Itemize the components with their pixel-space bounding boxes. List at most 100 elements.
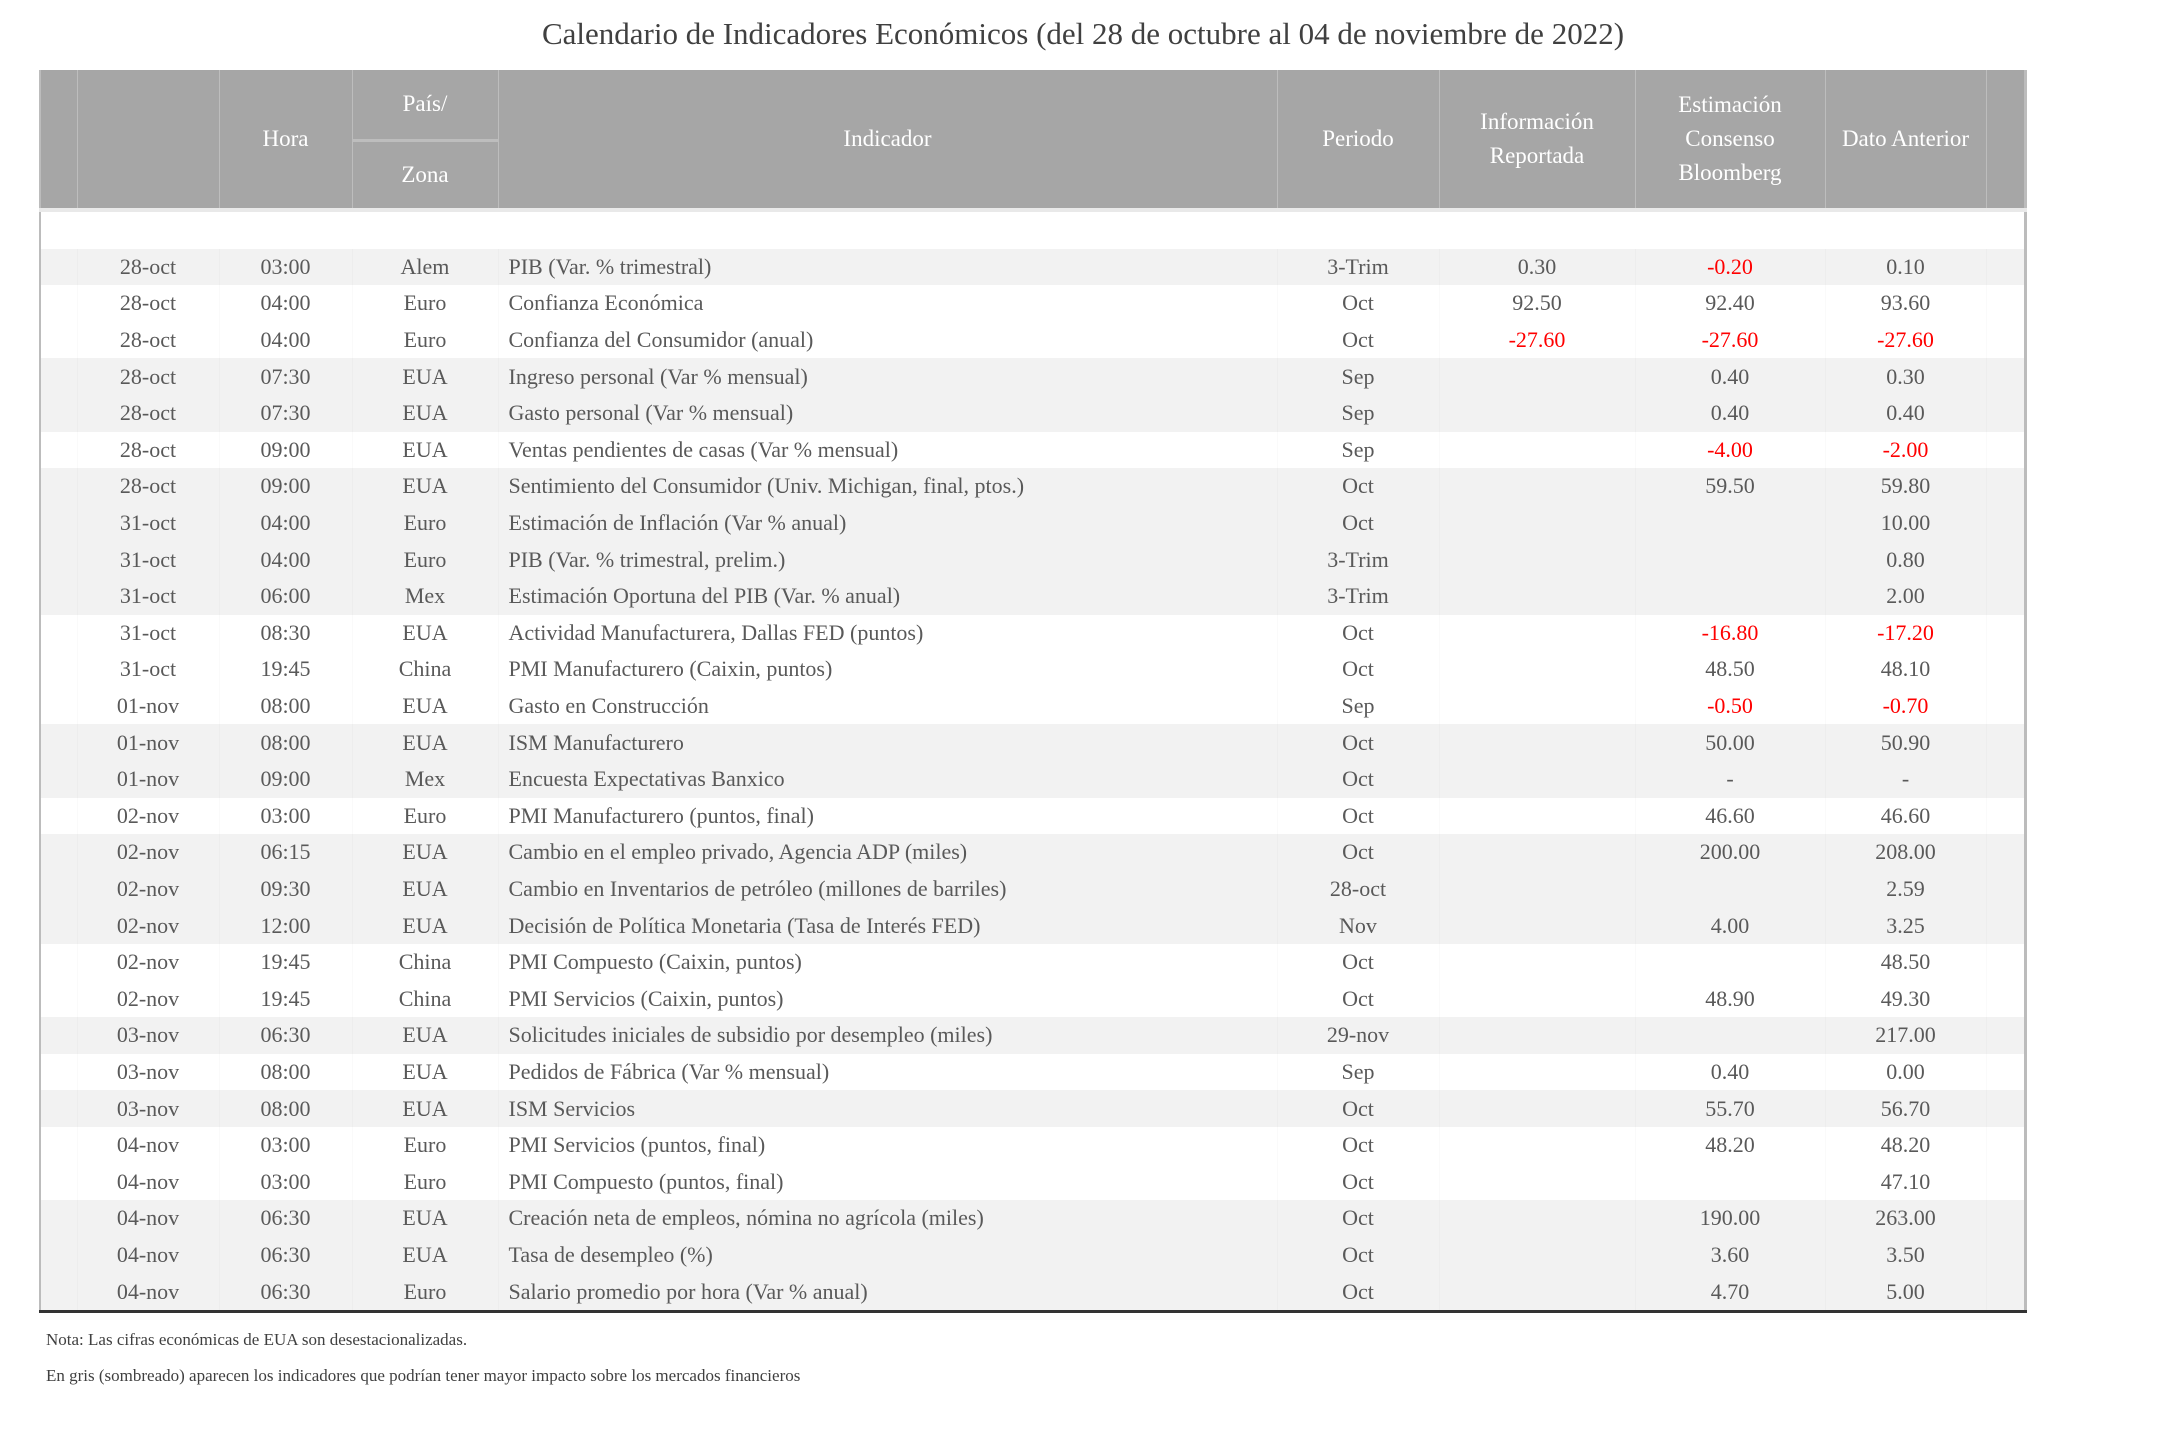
cell-anterior: 93.60 [1825, 285, 1986, 322]
cell-estimacion: 48.90 [1635, 980, 1825, 1018]
cell-spacer [40, 431, 77, 469]
table-row: 02-nov 19:45 China PMI Servicios (Caixin, p… [40, 980, 2025, 1018]
cell-spacer [40, 1053, 77, 1091]
cell-estimacion: 0.40 [1635, 394, 1825, 432]
cell-fecha: 04-nov [77, 1126, 219, 1164]
cell-spacer [40, 687, 77, 725]
cell-spacer [40, 394, 77, 432]
cell-periodo: 28-oct [1277, 870, 1439, 908]
table-row: 02-nov 19:45 China PMI Compuesto (Caixin, p… [40, 943, 2025, 981]
cell-spacer [40, 248, 77, 286]
header-fecha [76, 70, 219, 210]
header-line: Información [1480, 109, 1594, 134]
cell-reportada [1439, 797, 1635, 835]
cell-fecha: 04-nov [77, 1200, 219, 1237]
cell-indicador: Estimación Oportuna del PIB (Var. % anua… [498, 577, 1277, 615]
cell-spacer [40, 1200, 77, 1237]
cell-spacer [40, 1273, 77, 1312]
cell-estimacion [1635, 1163, 1825, 1201]
cell-spacer [40, 614, 77, 652]
table-row: 03-nov 08:00 EUA Pedidos de Fábrica (Var % … [40, 1053, 2025, 1091]
cell-fecha: 28-oct [77, 285, 219, 322]
cell-hora: 06:15 [219, 834, 352, 871]
cell-estimacion: -16.80 [1635, 614, 1825, 652]
cell-fecha: 02-nov [77, 980, 219, 1018]
cell-anterior: 263.00 [1825, 1200, 1986, 1237]
table-row: 02-nov 12:00 EUA Decisión de Política Monet… [40, 907, 2025, 944]
cell-hora: 08:00 [219, 1090, 352, 1127]
cell-reportada [1439, 577, 1635, 615]
table-row: 02-nov 03:00 Euro PMI Manufacturero (puntos… [40, 797, 2025, 835]
cell-spacer [40, 1090, 77, 1127]
cell-periodo: Oct [1277, 1200, 1439, 1237]
table-row: 02-nov 06:15 EUA Cambio en el empleo privad… [40, 834, 2025, 871]
cell-anterior: 0.40 [1825, 394, 1986, 432]
cell-indicador: Gasto en Construcción [498, 687, 1277, 725]
cell-indicador: Confianza del Consumidor (anual) [498, 321, 1277, 359]
table-row: 28-oct 04:00 Euro Confianza del Consumidor … [40, 321, 2025, 359]
table-row: 04-nov 06:30 EUA Tasa de desempleo (%) Oct 3.… [40, 1236, 2025, 1274]
cell-spacer [1986, 687, 2025, 725]
cell-indicador: Salario promedio por hora (Var % anual) [498, 1273, 1277, 1312]
cell-fecha: 28-oct [77, 248, 219, 286]
cell-zona: EUA [352, 614, 498, 652]
table-row: 28-oct 04:00 Euro Confianza Económica Oct 92.… [40, 285, 2025, 322]
cell-indicador: Pedidos de Fábrica (Var % mensual) [498, 1053, 1277, 1091]
cell-reportada [1439, 358, 1635, 395]
cell-reportada [1439, 431, 1635, 469]
cell-hora: 06:00 [219, 577, 352, 615]
cell-estimacion: -0.20 [1635, 248, 1825, 286]
cell-fecha: 31-oct [77, 577, 219, 615]
cell-spacer [40, 1126, 77, 1164]
table-row: 28-oct 03:00 Alem PIB (Var. % trimestral) 3-… [40, 248, 2025, 286]
cell-reportada [1439, 614, 1635, 652]
cell-spacer [40, 760, 77, 798]
cell-anterior: 0.30 [1825, 358, 1986, 395]
cell-estimacion: 4.70 [1635, 1273, 1825, 1312]
cell-spacer [40, 468, 77, 505]
table-header: Hora País/ Indicador Periodo Información… [39, 70, 2025, 210]
cell-estimacion: 190.00 [1635, 1200, 1825, 1237]
cell-spacer [1986, 907, 2025, 944]
cell-spacer [1986, 285, 2025, 322]
cell-periodo: Oct [1277, 614, 1439, 652]
cell-zona: Euro [352, 1126, 498, 1164]
cell-reportada: 0.30 [1439, 248, 1635, 286]
cell-zona: EUA [352, 870, 498, 908]
cell-fecha: 28-oct [77, 468, 219, 505]
table-row: 31-oct 08:30 EUA Actividad Manufacturera, D… [40, 614, 2025, 652]
header-dato-anterior: Dato Anterior [1824, 70, 1986, 210]
cell-zona: EUA [352, 724, 498, 761]
table-row: 28-oct 09:00 EUA Sentimiento del Consumidor… [40, 468, 2025, 505]
cell-reportada [1439, 1273, 1635, 1312]
cell-hora: 19:45 [219, 980, 352, 1018]
economic-calendar-table: Hora País/ Indicador Periodo Información… [39, 70, 2027, 1313]
cell-fecha: 02-nov [77, 907, 219, 944]
cell-spacer [1986, 248, 2025, 286]
table-row: 02-nov 09:30 EUA Cambio en Inventarios de p… [40, 870, 2025, 908]
cell-estimacion: 50.00 [1635, 724, 1825, 761]
cell-fecha: 02-nov [77, 797, 219, 835]
cell-periodo: Nov [1277, 907, 1439, 944]
cell-zona: EUA [352, 394, 498, 432]
header-hora: Hora [218, 70, 352, 210]
cell-fecha: 04-nov [77, 1273, 219, 1312]
cell-hora: 06:30 [219, 1236, 352, 1274]
cell-hora: 08:00 [219, 724, 352, 761]
cell-spacer [1986, 834, 2025, 871]
table-row: 01-nov 08:00 EUA Gasto en Construcción Sep -0… [40, 687, 2025, 725]
cell-estimacion [1635, 577, 1825, 615]
cell-periodo: Oct [1277, 797, 1439, 835]
cell-zona: EUA [352, 1053, 498, 1091]
cell-reportada [1439, 1053, 1635, 1091]
cell-fecha: 01-nov [77, 760, 219, 798]
cell-spacer [40, 907, 77, 944]
table-row: 28-oct 09:00 EUA Ventas pendientes de casas… [40, 431, 2025, 469]
header-spacer-left [39, 70, 77, 210]
cell-reportada [1439, 394, 1635, 432]
cell-hora: 09:00 [219, 468, 352, 505]
cell-anterior: 46.60 [1825, 797, 1986, 835]
cell-periodo: 3-Trim [1277, 541, 1439, 578]
cell-fecha: 31-oct [77, 541, 219, 578]
cell-hora: 08:30 [219, 614, 352, 652]
